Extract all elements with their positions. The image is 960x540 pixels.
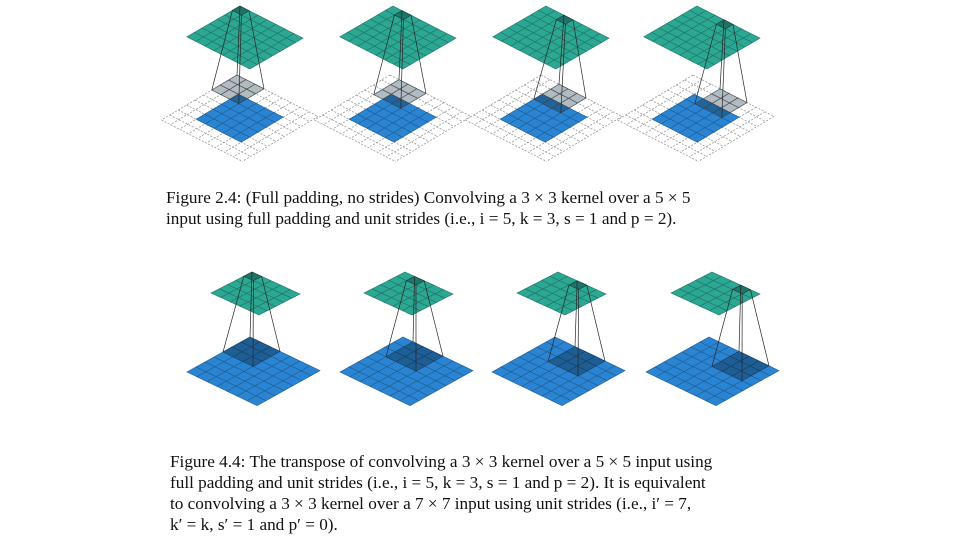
figure-2-4-panel <box>161 6 318 161</box>
figure-2-4-panel <box>465 6 622 161</box>
caption-line: Figure 2.4: (Full padding, no strides) C… <box>166 187 690 208</box>
projection-line <box>750 290 769 366</box>
figure-label: Figure 4.4: <box>170 452 245 471</box>
figure-2-4-panel <box>314 6 471 161</box>
figure-4-4-panel <box>340 272 473 406</box>
figure-4-4-panel <box>187 272 320 406</box>
caption-text: The transpose of convolving a 3 × 3 kern… <box>249 452 712 471</box>
caption-line: to convolving a 3 × 3 kernel over a 7 × … <box>170 493 712 514</box>
figure-label: Figure 2.4: <box>166 188 241 207</box>
caption-text: (Full padding, no strides) Convolving a … <box>246 188 691 207</box>
caption-line: k′ = k, s′ = 1 and p′ = 0). <box>170 514 712 535</box>
caption-line: input using full padding and unit stride… <box>166 208 690 229</box>
figure-2-4-panel <box>617 6 774 161</box>
figure-2-4-caption: Figure 2.4: (Full padding, no strides) C… <box>166 187 690 229</box>
figure-4-4-panel <box>646 272 779 406</box>
figure-4-4-panel <box>492 272 625 406</box>
caption-line: full padding and unit strides (i.e., i =… <box>170 472 712 493</box>
figure-4-4-caption: Figure 4.4: The transpose of convolving … <box>170 451 712 535</box>
caption-line: Figure 4.4: The transpose of convolving … <box>170 451 712 472</box>
